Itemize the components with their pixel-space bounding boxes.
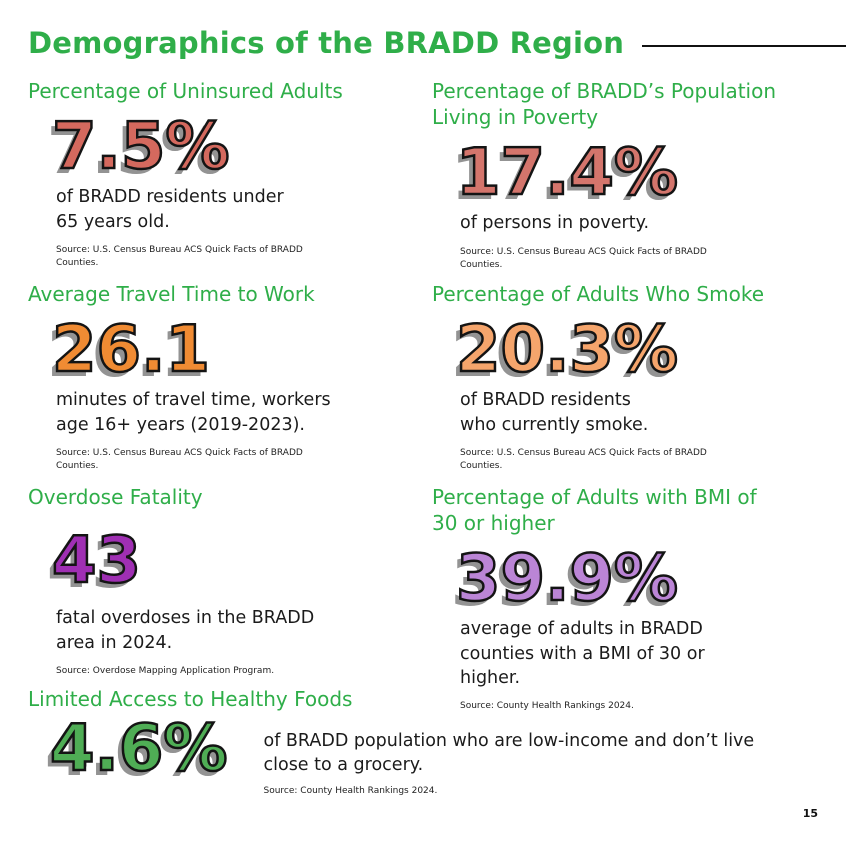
stat-value: 20.3% <box>455 313 680 387</box>
stat-value: 43 <box>51 524 143 598</box>
stat-adults-smoke: Percentage of Adults Who Smoke 20.3% of … <box>432 281 832 473</box>
stat-source: Source: U.S. Census Bureau ACS Quick Fac… <box>56 244 303 268</box>
stat-travel-time: Average Travel Time to Work 26.1 minutes… <box>28 281 418 473</box>
stat-description: average of adults in BRADD counties with… <box>460 619 705 688</box>
stat-text-block: of BRADD population who are low-income a… <box>264 726 779 798</box>
stat-description: fatal overdoses in the BRADD area in 202… <box>56 608 315 653</box>
stat-description: of BRADD residents who currently smoke. <box>460 390 649 435</box>
stat-description: of persons in poverty. <box>460 213 650 234</box>
stat-content-row: 4.6% of BRADD population who are low-inc… <box>28 712 828 798</box>
stat-healthy-foods: Limited Access to Healthy Foods 4.6% of … <box>28 686 828 798</box>
stat-value: 26.1 <box>51 313 211 387</box>
stat-heading: Limited Access to Healthy Foods <box>28 687 353 711</box>
stat-source: Source: U.S. Census Bureau ACS Quick Fac… <box>460 447 707 471</box>
stat-description: minutes of travel time, workers age 16+ … <box>56 390 331 435</box>
stat-value: 4.6% <box>49 712 229 786</box>
page-header: Demographics of the BRADD Region <box>28 26 846 60</box>
stat-value: 7.5% <box>51 110 231 184</box>
stat-bmi: Percentage of Adults with BMI of 30 or h… <box>432 484 832 713</box>
stat-source: Source: County Health Rankings 2024. <box>263 786 438 797</box>
stat-description: of BRADD residents under 65 years old. <box>56 187 284 232</box>
stat-heading: Percentage of BRADD’s Population Living … <box>432 79 777 129</box>
stat-overdose-fatality: Overdose Fatality 43 fatal overdoses in … <box>28 484 418 678</box>
stat-heading: Percentage of Adults with BMI of 30 or h… <box>432 485 757 535</box>
page-number: 15 <box>802 807 818 820</box>
stat-source: Source: Overdose Mapping Application Pro… <box>56 665 275 676</box>
stat-uninsured-adults: Percentage of Uninsured Adults 7.5% of B… <box>28 78 418 270</box>
title-divider-line <box>642 45 846 47</box>
stat-source: Source: County Health Rankings 2024. <box>460 700 634 711</box>
stat-poverty: Percentage of BRADD’s Population Living … <box>432 78 832 272</box>
stat-heading: Average Travel Time to Work <box>28 282 315 306</box>
stat-heading: Percentage of Uninsured Adults <box>28 79 343 103</box>
page-title: Demographics of the BRADD Region <box>28 26 625 60</box>
stat-source: Source: U.S. Census Bureau ACS Quick Fac… <box>460 246 707 270</box>
stat-value: 17.4% <box>455 136 680 210</box>
stat-heading: Percentage of Adults Who Smoke <box>432 282 765 306</box>
stat-value: 39.9% <box>455 542 680 616</box>
stat-source: Source: U.S. Census Bureau ACS Quick Fac… <box>56 447 303 471</box>
stat-heading: Overdose Fatality <box>28 485 203 509</box>
stat-description: of BRADD population who are low-income a… <box>263 731 755 776</box>
